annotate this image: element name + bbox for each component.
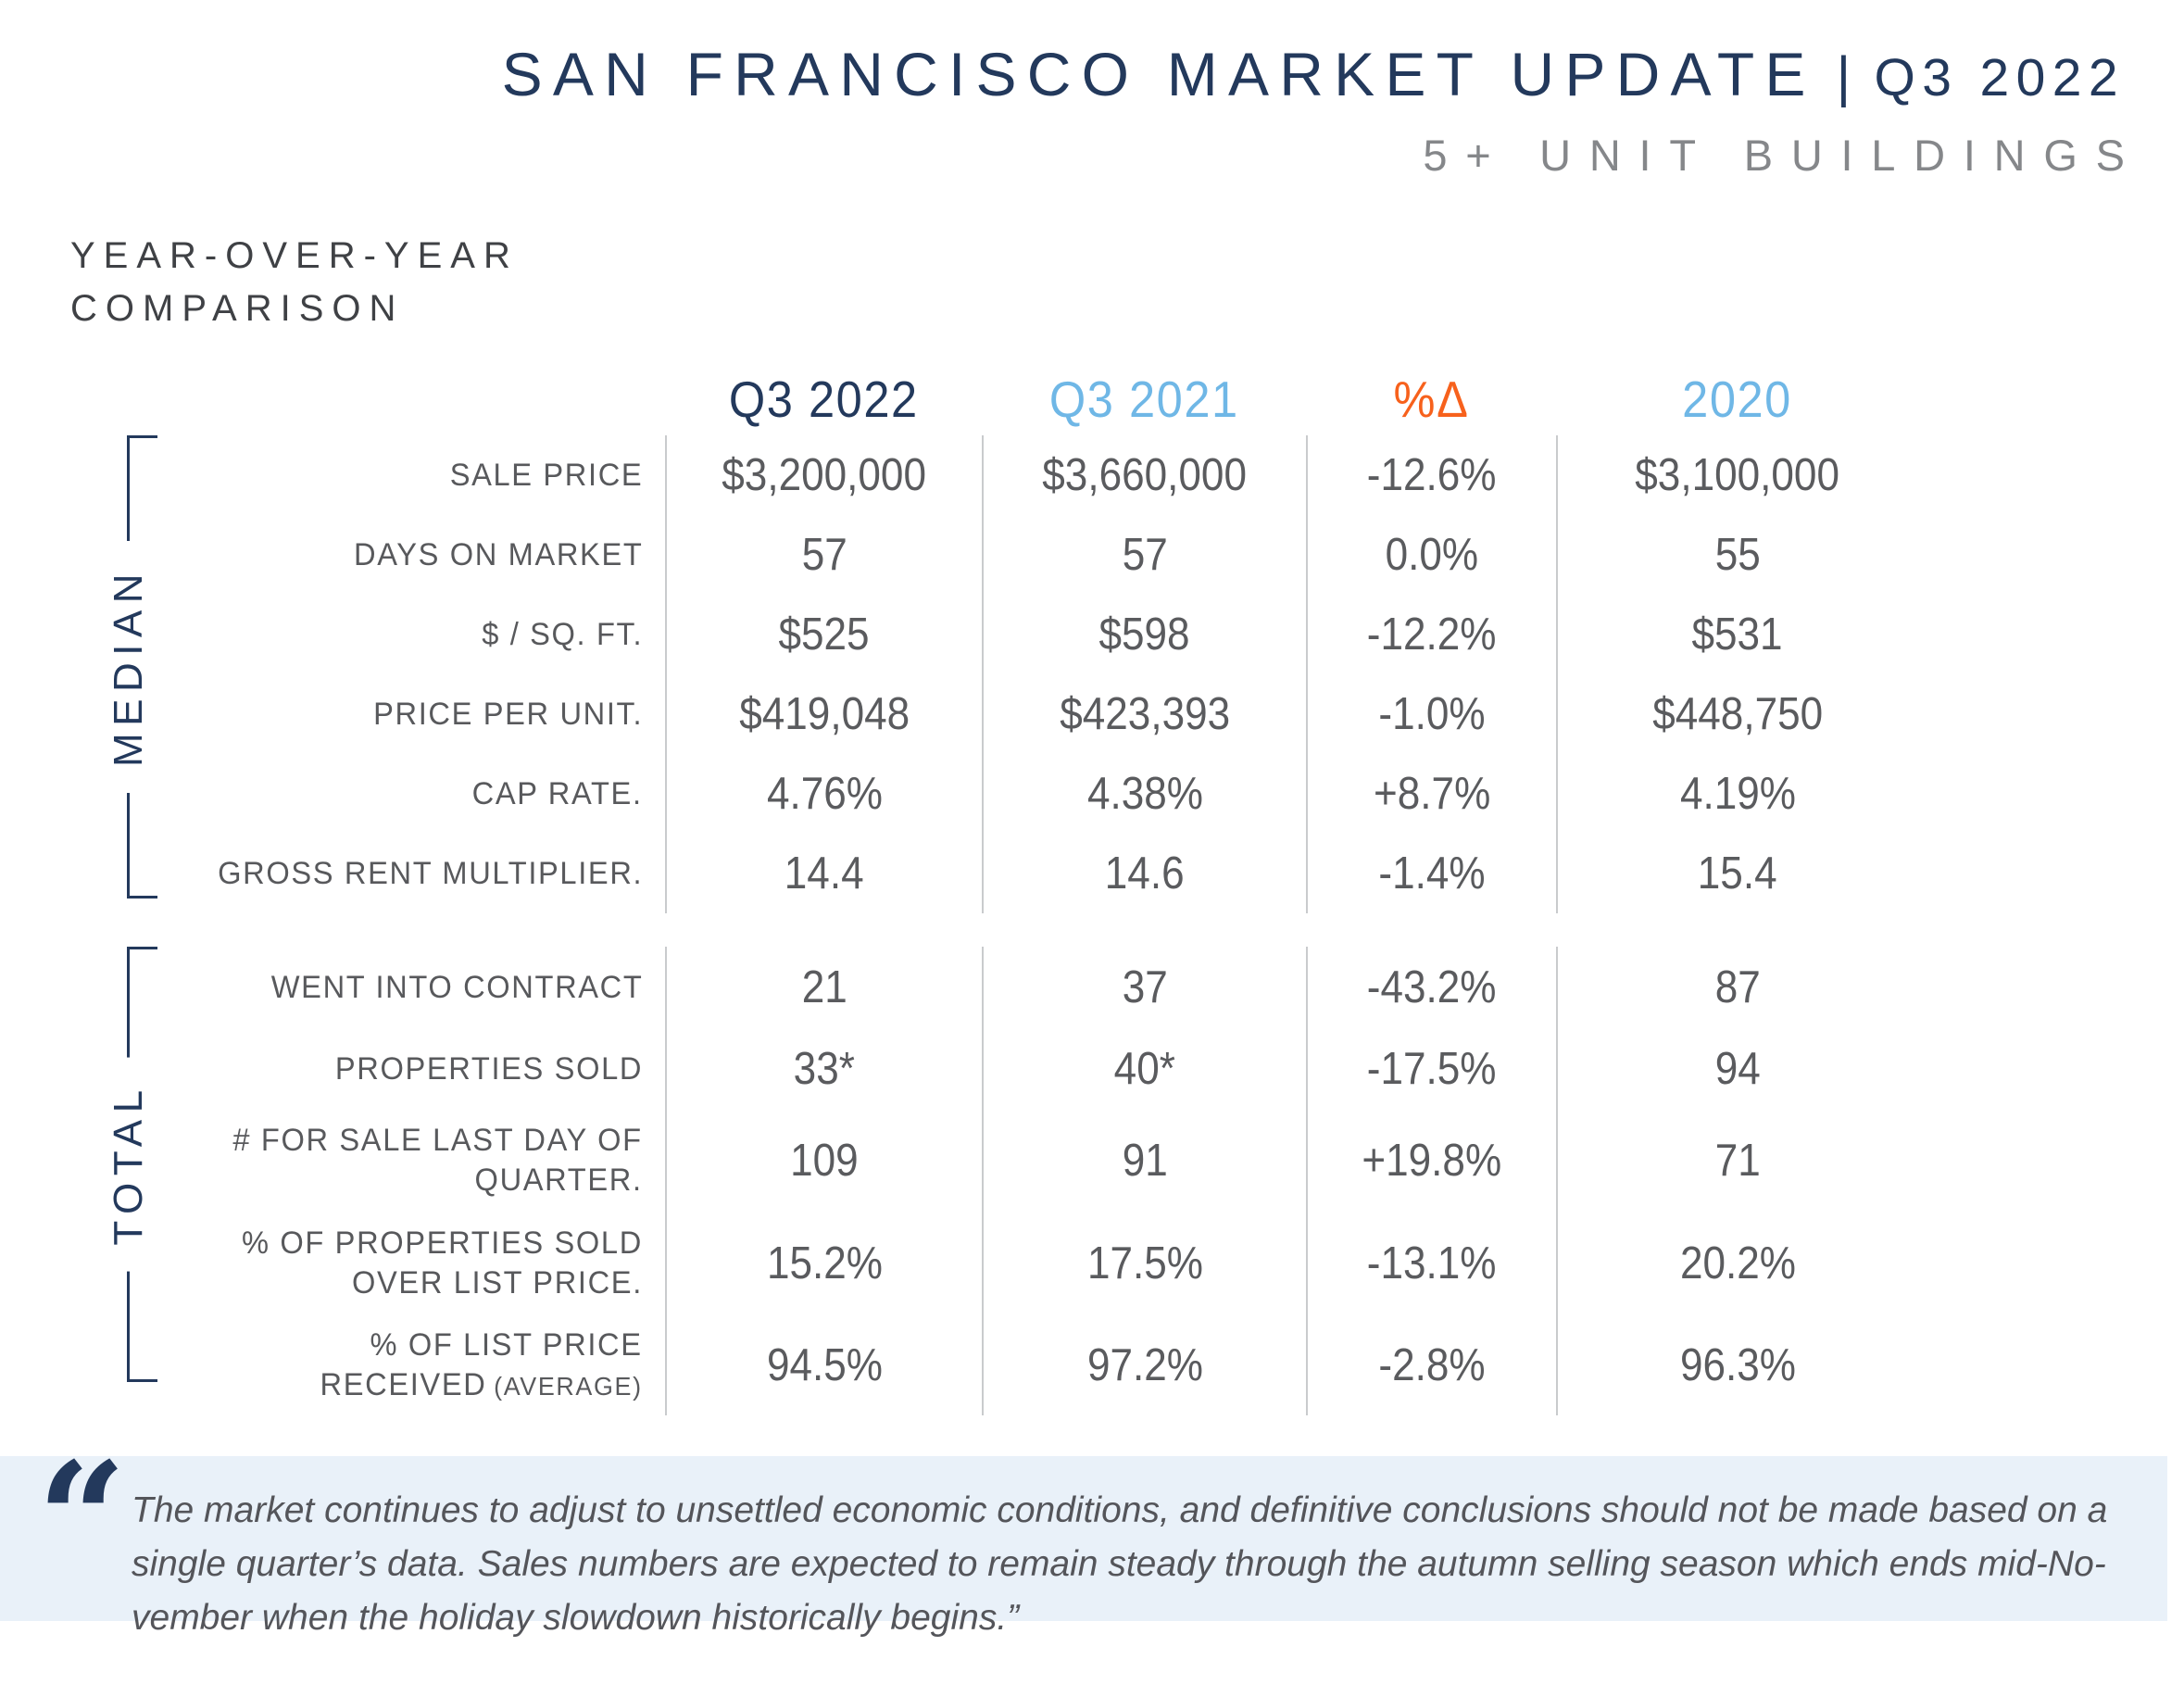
cell: 91 [982,1110,1306,1212]
quote-line: vember when the holiday slowdown histori… [132,1598,1020,1638]
header-spacer [0,363,665,435]
total-group-label: TOTAL [106,1057,152,1272]
row-label-cap-rate: CAP RATE. [472,775,643,811]
cell: 4.38% [982,754,1306,834]
cell: 55 [1556,515,1917,595]
cell: 94.5% [665,1315,982,1415]
cell: $3,100,000 [1556,435,1917,515]
row-label-days-on-market: DAYS ON MARKET [353,536,643,572]
cell: 37 [982,947,1306,1028]
quote-text: The market continues to adjust to unsett… [132,1484,2107,1645]
median-group-label: MEDIAN [106,540,152,794]
cell: $525 [665,595,982,674]
cell: $419,048 [665,674,982,754]
total-section: WENT INTO CONTRACT 21 37 -43.2% 87 PROPE… [0,947,1917,1415]
page-title: SAN FRANCISCO MARKET UPDATE | Q3 2022 [502,39,2125,109]
quote-mark-icon: “ [37,1427,127,1611]
median-section: SALE PRICE $3,200,000 $3,660,000 -12.6% … [0,435,1917,913]
bracket-tick [127,1379,157,1382]
cell: 33* [665,1028,982,1110]
cell: $531 [1556,595,1917,674]
bracket-tick [127,896,157,899]
row-label-price-per-unit: PRICE PER UNIT. [372,696,643,732]
column-header-2020: 2020 [1681,371,1792,428]
cell: -1.4% [1306,834,1556,913]
cell: 57 [665,515,982,595]
cell: 71 [1556,1110,1917,1212]
cell: 17.5% [982,1212,1306,1315]
row-label-gross-rent-multiplier: GROSS RENT MULTIPLIER. [217,855,643,891]
cell: -43.2% [1306,947,1556,1028]
cell: -1.0% [1306,674,1556,754]
cell: $3,660,000 [982,435,1306,515]
row-label-pct-list-price-received: % OF LIST PRICE RECEIVED (AVERAGE) [320,1326,643,1402]
column-header-q3-2022: Q3 2022 [728,371,919,428]
cell: 14.6 [982,834,1306,913]
cell: -2.8% [1306,1315,1556,1415]
title-main: SAN FRANCISCO MARKET UPDATE [501,40,1816,108]
cell: 4.19% [1556,754,1917,834]
page-subtitle: 5+ UNIT BUILDINGS [1423,131,2143,180]
row-label-for-sale-last-day: # FOR SALE LAST DAY OF QUARTER. [232,1123,643,1198]
table-header-row: Q3 2022 Q3 2021 %Δ 2020 [0,363,1917,435]
title-separator: | [1836,45,1862,107]
section-heading-line2: COMPARISON [70,288,405,329]
quote-line: single quarter’s data. Sales numbers are… [132,1544,2106,1584]
section-heading-line1: YEAR-OVER-YEAR [70,235,519,276]
cell: 15.2% [665,1212,982,1315]
cell: +8.7% [1306,754,1556,834]
title-quarter: Q3 2022 [1874,48,2125,107]
cell: 109 [665,1110,982,1212]
cell: 15.4 [1556,834,1917,913]
cell: 20.2% [1556,1212,1917,1315]
row-label-price-sqft: $ / SQ. FT. [482,616,643,652]
masthead: SAN FRANCISCO MARKET UPDATE | Q3 2022 5+ U… [502,39,2125,181]
median-bracket: MEDIAN [106,435,160,899]
cell: 21 [665,947,982,1028]
comparison-table: Q3 2022 Q3 2021 %Δ 2020 SALE PRICE $3,20… [0,363,1917,1415]
cell: 87 [1556,947,1917,1028]
cell: -17.5% [1306,1028,1556,1110]
cell: 0.0% [1306,515,1556,595]
cell: +19.8% [1306,1110,1556,1212]
row-label-sale-price: SALE PRICE [449,457,643,493]
cell: 96.3% [1556,1315,1917,1415]
bracket-tick [127,435,157,438]
bracket-tick [127,947,157,949]
cell: 4.76% [665,754,982,834]
cell: $423,393 [982,674,1306,754]
section-heading: YEAR-OVER-YEAR COMPARISON [70,230,519,335]
cell: 57 [982,515,1306,595]
column-header-q3-2021: Q3 2021 [1048,371,1239,428]
row-label-average-suffix: (AVERAGE) [494,1371,643,1401]
cell: $3,200,000 [665,435,982,515]
row-label-went-into-contract: WENT INTO CONTRACT [270,969,643,1005]
cell: -12.6% [1306,435,1556,515]
column-header-pct-delta: %Δ [1393,371,1469,428]
cell: $598 [982,595,1306,674]
row-label-pct-sold-over-list: % OF PROPERTIES SOLD OVER LIST PRICE. [242,1225,643,1301]
total-bracket: TOTAL [106,947,160,1382]
quote-line: The market continues to adjust to unsett… [132,1490,2108,1530]
row-label-properties-sold: PROPERTIES SOLD [334,1050,643,1087]
cell: 40* [982,1028,1306,1110]
cell: 14.4 [665,834,982,913]
cell: -12.2% [1306,595,1556,674]
cell: -13.1% [1306,1212,1556,1315]
cell: 94 [1556,1028,1917,1110]
cell: 97.2% [982,1315,1306,1415]
cell: $448,750 [1556,674,1917,754]
quote-box: “ The market continues to adjust to unse… [0,1441,2167,1638]
